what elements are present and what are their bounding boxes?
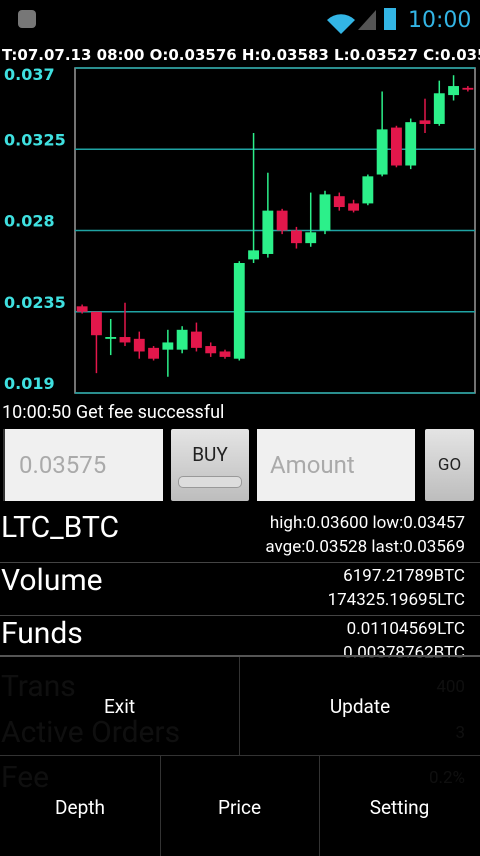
separator [0,615,480,616]
price-input[interactable]: 0.03575 [3,429,163,501]
y-tick-label: 0.0325 [4,130,66,149]
candle-body [276,210,288,231]
signal-icon [358,10,376,30]
candle-body [91,311,102,336]
y-tick-label: 0.0235 [4,293,66,312]
candle-body [333,196,345,208]
chart-area: 10:00 T:07.07.13 08:00 O:0.03576 H:0.035… [2,8,480,394]
android-icon [18,10,36,28]
candle-body [348,203,359,211]
buy-button[interactable]: BUY [171,429,249,501]
candle-body [405,122,417,166]
y-tick-label: 0.037 [4,65,55,84]
candle-body [176,329,188,350]
battery-icon [384,8,396,30]
row-label: Funds [1,616,83,651]
candle-body [233,263,245,359]
menu-exit[interactable]: Exit [103,695,136,718]
candle-body [262,210,274,254]
candle-body [376,129,388,175]
options-menu: Exit Update Depth Price Setting [0,655,480,856]
buy-label: BUY [192,443,228,466]
candle-body [105,337,117,339]
candle-body [162,342,174,350]
candle-body [291,230,302,244]
candle-body [433,93,445,124]
candle-body [219,351,231,357]
candle-body [119,337,131,343]
y-tick-label: 0.019 [4,374,55,393]
candle-body [205,346,217,354]
candle-body [319,194,331,231]
row-label: Volume [1,563,103,598]
row-value: 174325.19695LTC [327,590,465,610]
divider [160,756,161,856]
y-tick-label: 0.028 [4,212,55,231]
toggle-bar [178,476,242,488]
row-value: high:0.03600 low:0.03457 [269,513,465,533]
menu-setting[interactable]: Setting [369,796,430,819]
divider [239,657,240,755]
candle-body [462,87,474,90]
status-message: 10:00:50 Get fee successful [2,402,225,423]
status-icons [18,8,396,34]
row-value: avge:0.03528 last:0.03569 [265,537,465,557]
candle-body [76,306,88,312]
candle-body [391,127,402,166]
divider [0,755,480,756]
row-value: 0.01104569LTC [346,619,465,639]
amount-input[interactable]: Amount [257,429,415,501]
ohlc-header: T:07.07.13 08:00 O:0.03576 H:0.03583 L:0… [2,46,480,64]
row-label: LTC_BTC [1,510,119,545]
candle-body [248,250,259,260]
menu-update[interactable]: Update [329,695,391,718]
separator [0,562,480,563]
wifi-icon [327,14,355,34]
menu-depth[interactable]: Depth [55,796,105,819]
candle-body [148,347,159,359]
candle-body [133,338,145,352]
candle-body [191,331,202,348]
menu-price[interactable]: Price [217,796,262,819]
divider [319,756,320,856]
candle-body [419,120,431,124]
clock: 10:00 [408,8,471,33]
candle-body [448,86,459,96]
go-button[interactable]: GO [425,429,474,501]
candle-body [362,176,374,204]
row-value: 6197.21789BTC [343,566,465,586]
candle-body [305,232,317,244]
